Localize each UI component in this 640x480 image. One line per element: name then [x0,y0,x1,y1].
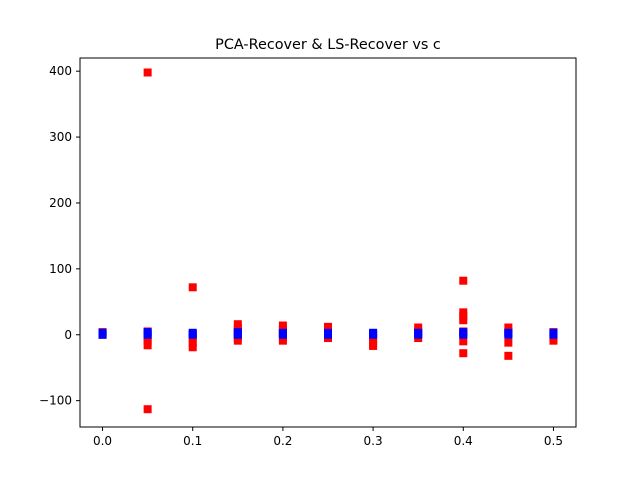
data-point [504,351,513,360]
data-point [143,328,152,337]
y-tick-label: 200 [49,196,72,210]
y-tick-label: 100 [49,262,72,276]
data-point [278,328,287,337]
data-point [143,68,152,77]
data-point [459,337,468,346]
data-point [459,316,468,325]
data-marks [98,68,558,414]
data-point [233,328,242,337]
data-point [143,341,152,350]
data-point [188,343,197,352]
data-point [459,349,468,358]
data-point [143,405,152,414]
axes-frame [79,57,577,428]
data-point [188,338,197,347]
data-point [369,341,378,350]
data-point [459,328,468,337]
y-axis: −100 0 100 200 300 400 [39,64,80,408]
data-point [504,323,513,332]
y-tick-label: 300 [49,130,72,144]
y-tick-label: 400 [49,64,72,78]
data-point [278,336,287,345]
data-point [369,328,378,337]
x-tick-label: 0.3 [364,434,383,448]
data-point [324,328,332,337]
x-tick-label: 0.2 [273,434,292,448]
x-axis: 0.0 0.1 0.2 0.3 0.4 0.5 [93,427,563,448]
chart-title: PCA-Recover & LS-Recover vs c [215,37,441,53]
data-point [549,336,558,345]
data-point [98,328,107,337]
data-point [549,328,558,337]
series-blue [98,328,558,339]
data-point [504,338,513,347]
x-tick-label: 0.4 [454,434,473,448]
data-point [188,328,197,337]
series-red [98,68,558,414]
y-tick-label: −100 [39,394,72,408]
data-point [459,276,468,285]
x-tick-label: 0.0 [93,434,112,448]
y-tick-label: 0 [64,328,72,342]
x-tick-label: 0.5 [544,434,563,448]
data-point [233,336,242,345]
data-point [504,328,513,337]
data-point [188,283,197,292]
data-point [414,328,423,337]
x-tick-label: 0.1 [183,434,202,448]
